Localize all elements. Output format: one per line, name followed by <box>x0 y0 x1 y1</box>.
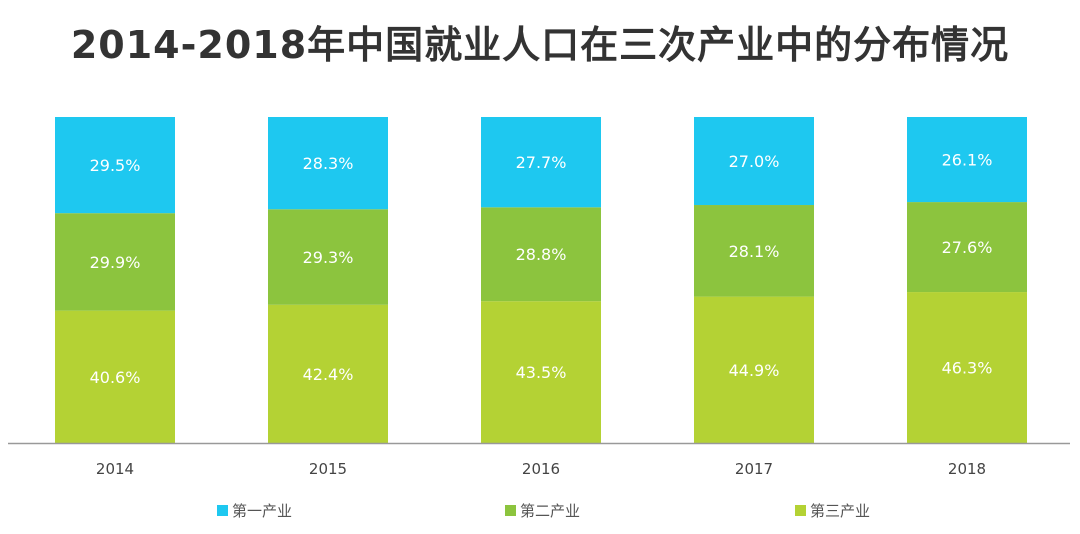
bar-segment <box>481 301 601 443</box>
data-label: 43.5% <box>516 363 567 382</box>
bar-segment <box>268 117 388 210</box>
bar-segment <box>55 310 175 443</box>
bar-segment <box>481 117 601 208</box>
data-label: 29.3% <box>303 248 354 267</box>
x-tick-label: 2017 <box>735 460 773 478</box>
bar-segment <box>268 209 388 305</box>
bar-segment <box>55 117 175 214</box>
legend-item-secondary: 第二产业 <box>505 500 580 521</box>
legend-label: 第一产业 <box>232 502 293 520</box>
chart-title: 2014-2018年中国就业人口在三次产业中的分布情况 <box>70 23 1010 67</box>
legend-swatch <box>795 505 806 516</box>
legend-swatch <box>217 505 228 516</box>
bar-segment <box>907 202 1027 293</box>
legend-label: 第二产业 <box>520 502 581 520</box>
x-tick-label: 2016 <box>522 460 560 478</box>
data-label: 26.1% <box>942 151 993 170</box>
bar-segment <box>481 207 601 302</box>
data-label: 40.6% <box>90 368 141 387</box>
x-tick-label: 2015 <box>309 460 347 478</box>
data-label: 29.9% <box>90 253 141 272</box>
data-label: 42.4% <box>303 365 354 384</box>
legend-item-primary: 第一产业 <box>217 500 292 521</box>
data-label: 27.6% <box>942 238 993 257</box>
data-label: 27.0% <box>729 152 780 171</box>
data-label: 29.5% <box>90 156 141 175</box>
x-tick-label: 2014 <box>96 460 134 478</box>
bar-segment <box>694 296 814 443</box>
data-label: 27.7% <box>516 153 567 172</box>
legend-item-tertiary: 第三产业 <box>795 500 870 521</box>
bar-segment <box>268 304 388 443</box>
x-tick-label: 2018 <box>948 460 986 478</box>
bar-segment <box>55 213 175 311</box>
data-label: 28.3% <box>303 154 354 173</box>
data-label: 28.1% <box>729 242 780 261</box>
bar-segment <box>694 205 814 297</box>
data-label: 44.9% <box>729 361 780 380</box>
legend-swatch <box>505 505 516 516</box>
data-label: 28.8% <box>516 245 567 264</box>
legend-label: 第三产业 <box>810 502 871 520</box>
bar-segment <box>907 117 1027 203</box>
bar-segment <box>694 117 814 206</box>
bar-segment <box>907 292 1027 443</box>
data-label: 46.3% <box>942 359 993 378</box>
